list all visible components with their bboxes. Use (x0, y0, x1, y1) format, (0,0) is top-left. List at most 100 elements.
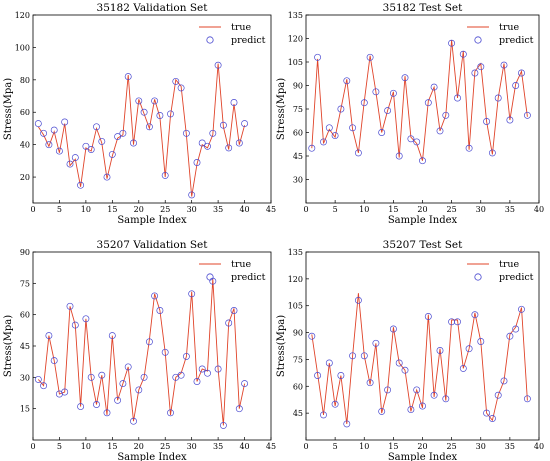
predict-point (442, 111, 450, 119)
predict-point (151, 97, 159, 105)
predict-point (225, 144, 233, 152)
predict-point (395, 152, 403, 160)
predict-point (389, 325, 397, 333)
predict-point (430, 391, 438, 399)
legend-true-label: true (231, 22, 251, 33)
x-axis-label: Sample Index (117, 215, 187, 226)
predict-point (523, 111, 531, 119)
predict-point (459, 50, 467, 58)
x-tick-label: 10 (81, 442, 91, 451)
predict-point (140, 108, 148, 116)
predict-point (167, 110, 174, 118)
x-tick-label: 0 (303, 442, 308, 451)
predict-point (93, 401, 100, 408)
x-tick-label: 40 (534, 205, 544, 214)
x-axis-label: Sample Index (388, 452, 458, 461)
y-tick-label: 60 (293, 129, 303, 138)
predict-point (71, 321, 79, 329)
predict-point (407, 406, 415, 414)
predict-point (214, 365, 222, 373)
predict-point (156, 307, 164, 314)
predict-point (378, 129, 386, 136)
predict-point (354, 296, 362, 304)
predict-point (82, 315, 90, 323)
predict-point (465, 345, 473, 353)
predict-point (442, 395, 450, 403)
predict-point (471, 69, 479, 77)
y-axis-label: Stress(Mpa) (276, 78, 287, 140)
predict-point (87, 146, 95, 153)
predict-point (45, 141, 53, 149)
predict-point (366, 53, 374, 61)
predict-point (337, 105, 345, 113)
x-tick-label: 10 (359, 442, 369, 451)
predict-point (331, 132, 339, 140)
predict-point (55, 147, 63, 155)
predict-point (145, 123, 153, 131)
predict-point (349, 124, 357, 132)
predict-point (518, 69, 525, 77)
predict-point (140, 373, 148, 381)
predict-point (93, 123, 100, 131)
predict-point (331, 400, 339, 408)
predict-point (193, 378, 201, 385)
chart-title: 35182 Test Set (383, 2, 463, 14)
predict-point (506, 332, 514, 340)
predict-point (360, 99, 368, 107)
x-tick-label: 35 (213, 442, 223, 451)
predict-point (349, 352, 357, 360)
chart-panel-3: 35207 Validation Set 0 5 10 15 20 25 30 35 40 45 15… (3, 239, 276, 461)
predict-point (314, 53, 322, 61)
predict-point (198, 365, 206, 373)
x-tick-label: 40 (534, 442, 544, 451)
predict-point (40, 382, 48, 390)
predict-point (161, 348, 169, 356)
predict-point (66, 302, 74, 310)
predict-point (172, 77, 180, 85)
predict-point (413, 138, 421, 146)
predict-point (384, 107, 392, 115)
predict-point (198, 139, 206, 147)
y-tick-label: 80 (20, 76, 30, 85)
predict-point (366, 379, 374, 387)
x-axis-label: Sample Index (117, 452, 187, 461)
y-tick-label: 105 (288, 302, 303, 311)
legend-predict-label: predict (499, 272, 534, 283)
predict-point (188, 191, 196, 199)
predict-point (413, 386, 421, 394)
predict-point (500, 377, 508, 385)
predict-point (494, 94, 502, 102)
predict-point (430, 83, 438, 91)
y-tick-label: 15 (20, 405, 30, 414)
x-tick-label: 40 (239, 205, 249, 214)
predict-point (419, 402, 426, 410)
chart-title: 35207 Validation Set (97, 239, 209, 251)
predict-point (103, 173, 111, 181)
predict-point (235, 405, 243, 413)
predict-point (448, 39, 456, 47)
series-line-true (311, 293, 528, 424)
x-tick-label: 5 (57, 442, 62, 451)
predict-point (193, 159, 201, 166)
predict-point (436, 347, 444, 354)
y-tick-label: 60 (293, 382, 303, 391)
predict-point (325, 124, 333, 132)
predict-point (488, 149, 496, 157)
x-tick-label: 30 (476, 442, 486, 451)
legend-true-label: true (231, 259, 251, 270)
predict-point (124, 73, 132, 81)
x-tick-label: 15 (388, 442, 398, 451)
y-tick-label: 30 (20, 373, 30, 382)
predict-point (130, 139, 137, 147)
predict-point (71, 154, 79, 162)
predict-point (151, 292, 159, 300)
y-tick-label: 45 (20, 342, 30, 351)
predict-point (219, 121, 227, 129)
predict-point (114, 396, 122, 404)
chart-panel-2: 35182 Test Set 0 5 10 15 20 25 30 35 40 30 45 60 75 90… (276, 2, 544, 226)
predict-point (135, 386, 143, 394)
predict-point (325, 359, 333, 367)
x-tick-label: 20 (417, 205, 427, 214)
predict-point (241, 120, 249, 128)
